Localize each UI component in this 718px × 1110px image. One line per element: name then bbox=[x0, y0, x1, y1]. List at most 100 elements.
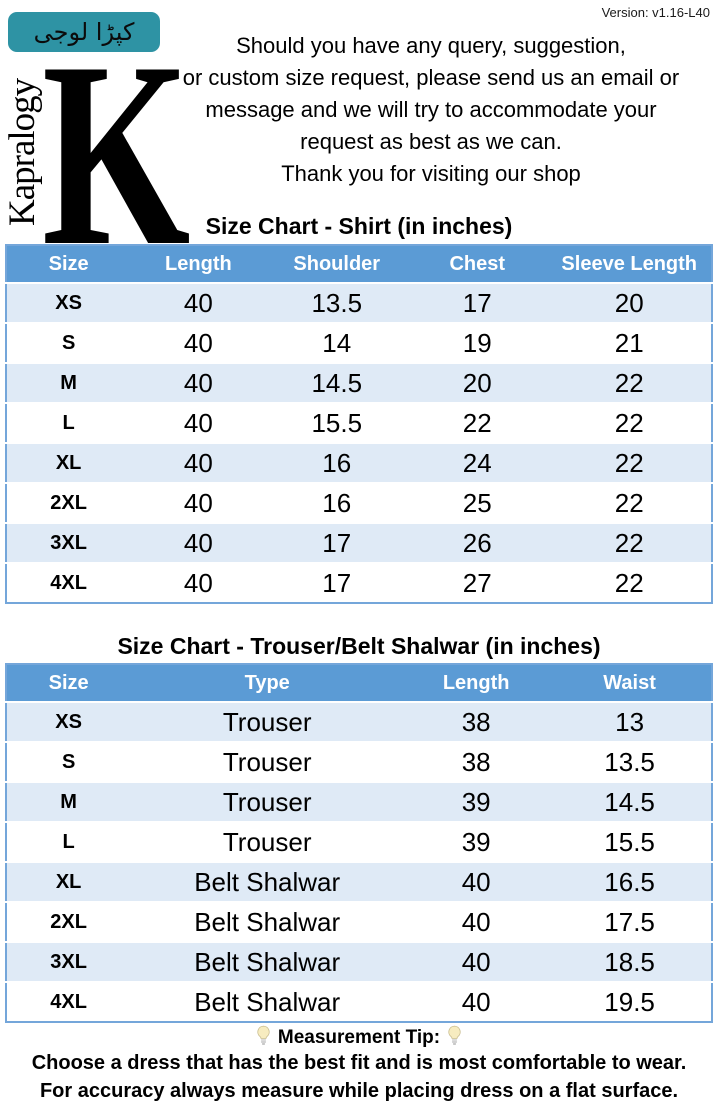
table-row: XS Trouser 38 13 bbox=[6, 702, 712, 742]
value-cell: 15.5 bbox=[311, 407, 363, 438]
table-row: 4XL Belt Shalwar 40 19.5 bbox=[6, 982, 712, 1022]
value-cell: Trouser bbox=[222, 746, 312, 777]
value-cell: 38 bbox=[461, 706, 491, 737]
intro-line: Should you have any query, suggestion, bbox=[236, 33, 626, 58]
value-cell: 13 bbox=[615, 706, 645, 737]
value-cell: 18.5 bbox=[604, 946, 655, 977]
value-cell: 40 bbox=[183, 567, 213, 598]
size-cell: 4XL bbox=[50, 571, 87, 594]
brand-badge-text: کپڑا لوجی bbox=[33, 18, 135, 46]
size-cell: XL bbox=[55, 451, 82, 474]
size-cell: 3XL bbox=[50, 531, 87, 554]
value-cell: 22 bbox=[614, 407, 644, 438]
value-cell: 21 bbox=[614, 327, 644, 358]
trouser-size-table: Size Type Length Waist XS Trouser 38 13 S Trouse… bbox=[5, 663, 713, 1023]
size-cell: L bbox=[62, 411, 75, 434]
value-cell: 22 bbox=[614, 567, 644, 598]
table-row: 2XL Belt Shalwar 40 17.5 bbox=[6, 902, 712, 942]
tip-line: Choose a dress that has the best fit and… bbox=[31, 1052, 687, 1074]
table-row: L 40 15.5 22 22 bbox=[6, 403, 712, 443]
size-cell: M bbox=[60, 371, 77, 394]
value-cell: Belt Shalwar bbox=[194, 986, 341, 1017]
measurement-tip: Measurement Tip: Choose a dress that has… bbox=[0, 1025, 718, 1105]
intro-text: Should you have any query, suggestion, o… bbox=[148, 30, 714, 190]
column-header: Size bbox=[6, 245, 131, 283]
value-cell: 40 bbox=[461, 866, 491, 897]
value-cell: 39 bbox=[461, 826, 491, 857]
shirt-table-title: Size Chart - Shirt (in inches) bbox=[205, 213, 513, 239]
version-label: Version: v1.16-L40 bbox=[601, 5, 710, 20]
table-row: XL 40 16 24 22 bbox=[6, 443, 712, 483]
value-cell: Trouser bbox=[222, 706, 312, 737]
table-row: XS 40 13.5 17 20 bbox=[6, 283, 712, 323]
value-cell: 22 bbox=[462, 407, 492, 438]
value-cell: 13.5 bbox=[604, 746, 655, 777]
value-cell: 40 bbox=[461, 946, 491, 977]
column-header: Size bbox=[6, 664, 131, 702]
brand-badge: کپڑا لوجی bbox=[8, 12, 160, 52]
lightbulb-icon bbox=[447, 1025, 462, 1052]
intro-line: Thank you for visiting our shop bbox=[281, 161, 581, 186]
trouser-table-header-row: Size Type Length Waist bbox=[6, 664, 712, 702]
value-cell: 16 bbox=[322, 447, 352, 478]
value-cell: 40 bbox=[461, 986, 491, 1017]
value-cell: 40 bbox=[183, 287, 213, 318]
value-cell: 14.5 bbox=[311, 367, 363, 398]
intro-line: or custom size request, please send us a… bbox=[182, 65, 680, 90]
size-cell: 2XL bbox=[50, 910, 87, 933]
value-cell: 19.5 bbox=[604, 986, 655, 1017]
brand-monogram-k: K bbox=[42, 8, 191, 301]
value-cell: 40 bbox=[183, 407, 213, 438]
size-cell: M bbox=[60, 790, 77, 813]
value-cell: 17 bbox=[462, 287, 492, 318]
column-header: Shoulder bbox=[266, 245, 407, 283]
table-row: M 40 14.5 20 22 bbox=[6, 363, 712, 403]
value-cell: 40 bbox=[183, 487, 213, 518]
value-cell: 15.5 bbox=[604, 826, 655, 857]
value-cell: 26 bbox=[462, 527, 492, 558]
column-header: Chest bbox=[406, 245, 548, 283]
value-cell: 20 bbox=[462, 367, 492, 398]
size-cell: 4XL bbox=[50, 990, 87, 1013]
value-cell: 17.5 bbox=[604, 906, 655, 937]
trouser-table-body: XS Trouser 38 13 S Trouser 38 13.5 M Trouser 39 14.… bbox=[6, 702, 712, 1022]
value-cell: Trouser bbox=[222, 826, 312, 857]
value-cell: 25 bbox=[462, 487, 492, 518]
value-cell: Belt Shalwar bbox=[194, 946, 341, 977]
table-row: 4XL 40 17 27 22 bbox=[6, 563, 712, 603]
value-cell: 14 bbox=[322, 327, 352, 358]
value-cell: 38 bbox=[461, 746, 491, 777]
value-cell: 40 bbox=[183, 367, 213, 398]
tip-title: Measurement Tip: bbox=[277, 1027, 441, 1048]
value-cell: 20 bbox=[614, 287, 644, 318]
value-cell: 17 bbox=[322, 527, 352, 558]
column-header: Sleeve Length bbox=[547, 245, 712, 283]
size-cell: S bbox=[61, 331, 76, 354]
table-row: S Trouser 38 13.5 bbox=[6, 742, 712, 782]
tip-title-row: Measurement Tip: bbox=[0, 1025, 718, 1052]
value-cell: 40 bbox=[461, 906, 491, 937]
intro-line: request as best as we can. bbox=[300, 129, 562, 154]
value-cell: 40 bbox=[183, 527, 213, 558]
value-cell: 27 bbox=[462, 567, 492, 598]
value-cell: 39 bbox=[461, 786, 491, 817]
size-cell: L bbox=[62, 830, 75, 853]
tip-line: For accuracy always measure while placin… bbox=[39, 1079, 679, 1102]
table-row: 2XL 40 16 25 22 bbox=[6, 483, 712, 523]
column-header: Length bbox=[130, 245, 267, 283]
value-cell: 22 bbox=[614, 487, 644, 518]
value-cell: 40 bbox=[183, 447, 213, 478]
shirt-table-body: XS 40 13.5 17 20 S 40 14 19 21 M 40 14.5 20 22 L 40 15.5 2… bbox=[6, 283, 712, 603]
shirt-size-table: Size Length Shoulder Chest Sleeve Length XS 4… bbox=[5, 244, 713, 604]
size-cell: XS bbox=[55, 291, 82, 314]
value-cell: Belt Shalwar bbox=[194, 906, 341, 937]
lightbulb-icon bbox=[256, 1025, 271, 1052]
value-cell: 17 bbox=[322, 567, 352, 598]
table-row: S 40 14 19 21 bbox=[6, 323, 712, 363]
value-cell: 16.5 bbox=[604, 866, 655, 897]
size-cell: XL bbox=[55, 870, 82, 893]
value-cell: Trouser bbox=[222, 786, 312, 817]
size-cell: S bbox=[61, 750, 76, 773]
table-row: L Trouser 39 15.5 bbox=[6, 822, 712, 862]
